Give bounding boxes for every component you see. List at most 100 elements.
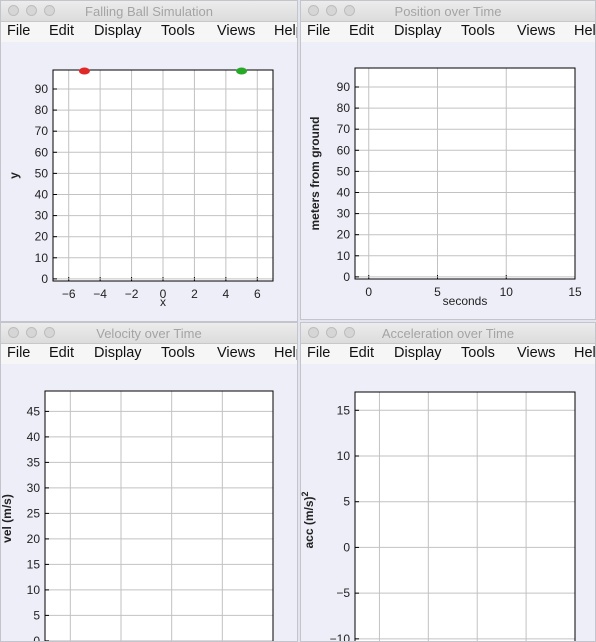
close-window-button[interactable] — [8, 327, 19, 338]
menu-help[interactable]: Help — [574, 23, 596, 39]
x-axis-label: seconds — [443, 294, 488, 308]
velocity-chart: 02468051015202530354045secondsvel (m/s) — [0, 390, 274, 641]
y-tick-label: 10 — [27, 583, 41, 597]
menu-bar: File Edit Display Tools Views Help — [1, 344, 297, 364]
x-tick-label: 5 — [434, 285, 441, 299]
y-tick-label: 50 — [337, 164, 351, 178]
menu-views[interactable]: Views — [517, 345, 556, 361]
y-tick-label: 10 — [337, 449, 351, 463]
y-tick-label: −5 — [336, 586, 350, 600]
plot-frame — [44, 390, 274, 641]
menu-display[interactable]: Display — [394, 345, 442, 361]
x-tick-label: −4 — [93, 287, 107, 301]
menu-edit[interactable]: Edit — [49, 345, 74, 361]
menu-display[interactable]: Display — [94, 23, 142, 39]
minimize-window-button[interactable] — [26, 327, 37, 338]
zoom-window-button[interactable] — [44, 5, 55, 16]
menu-views[interactable]: Views — [517, 23, 556, 39]
window-controls — [8, 5, 55, 16]
menu-help[interactable]: Help — [274, 345, 297, 361]
y-axis-label-text: meters from ground — [308, 116, 322, 230]
x-tick-label: 6 — [254, 287, 261, 301]
x-tick-label: 4 — [223, 287, 230, 301]
y-tick-label: 15 — [337, 403, 351, 417]
x-tick-label: 2 — [191, 287, 198, 301]
menu-file[interactable]: File — [7, 23, 31, 39]
falling-ball-simulation-window: Falling Ball Simulation File Edit Display T… — [0, 0, 298, 322]
title-bar[interactable]: Position over Time — [301, 1, 595, 22]
menu-bar: File Edit Display Tools Views Help — [1, 22, 297, 42]
plot-frame — [354, 67, 576, 280]
plot-area: −6 −4 −2 0 2 4 6 0 10 20 30 40 50 60 70 80 90 x y — [1, 43, 297, 321]
menu-display[interactable]: Display — [94, 345, 142, 361]
y-tick-label: 20 — [27, 532, 41, 546]
menu-tools[interactable]: Tools — [161, 345, 195, 361]
x-tick-label: 0 — [160, 287, 167, 301]
y-tick-label: 80 — [337, 101, 351, 115]
y-tick-label: 25 — [27, 506, 41, 520]
title-bar[interactable]: Acceleration over Time — [301, 323, 595, 344]
y-axis-label: y — [7, 172, 21, 179]
menu-help[interactable]: Help — [574, 345, 596, 361]
acceleration-over-time-window: Acceleration over Time File Edit Display To… — [300, 322, 596, 642]
velocity-over-time-window: Velocity over Time File Edit Display Tools V… — [0, 322, 298, 642]
menu-file[interactable]: File — [307, 23, 331, 39]
menu-file[interactable]: File — [7, 345, 31, 361]
menu-file[interactable]: File — [307, 345, 331, 361]
window-controls — [308, 5, 355, 16]
plot-background — [355, 392, 575, 641]
title-bar[interactable]: Velocity over Time — [1, 323, 297, 344]
y-tick-label: 90 — [337, 80, 351, 94]
close-window-button[interactable] — [308, 5, 319, 16]
x-tick-label: −2 — [125, 287, 139, 301]
menu-edit[interactable]: Edit — [49, 23, 74, 39]
menu-help[interactable]: Help — [274, 23, 297, 39]
y-tick-label: 20 — [337, 228, 351, 242]
position-over-time-window: Position over Time File Edit Display Tools V… — [300, 0, 596, 320]
plot-frame — [354, 391, 576, 641]
y-tick-label: 90 — [35, 82, 49, 96]
y-tick-label: 60 — [337, 143, 351, 157]
close-window-button[interactable] — [8, 5, 19, 16]
y-tick-label: 15 — [27, 557, 41, 571]
x-tick-label: −6 — [62, 287, 76, 301]
y-axis-label-text: y — [7, 172, 21, 179]
x-tick-label: 15 — [568, 285, 582, 299]
y-tick-label: 0 — [41, 272, 48, 286]
zoom-window-button[interactable] — [344, 5, 355, 16]
window-controls — [308, 327, 355, 338]
title-bar[interactable]: Falling Ball Simulation — [1, 1, 297, 22]
y-tick-label: 30 — [35, 209, 49, 223]
data-point — [236, 67, 248, 75]
plot-background — [355, 68, 575, 279]
menu-views[interactable]: Views — [217, 345, 256, 361]
y-tick-label: 40 — [337, 185, 351, 199]
menu-tools[interactable]: Tools — [161, 23, 195, 39]
minimize-window-button[interactable] — [326, 327, 337, 338]
y-tick-label: 60 — [35, 145, 49, 159]
x-axis-label: x — [160, 295, 166, 309]
y-tick-label: 70 — [35, 124, 49, 138]
minimize-window-button[interactable] — [326, 5, 337, 16]
menu-views[interactable]: Views — [217, 23, 256, 39]
close-window-button[interactable] — [308, 327, 319, 338]
plot-background — [45, 391, 273, 641]
zoom-window-button[interactable] — [344, 327, 355, 338]
menu-edit[interactable]: Edit — [349, 345, 374, 361]
zoom-window-button[interactable] — [44, 327, 55, 338]
minimize-window-button[interactable] — [26, 5, 37, 16]
menu-edit[interactable]: Edit — [349, 23, 374, 39]
y-tick-label: 5 — [33, 608, 40, 622]
window-controls — [8, 327, 55, 338]
menu-display[interactable]: Display — [394, 23, 442, 39]
window-title: Acceleration over Time — [381, 326, 515, 341]
y-axis-label-text: acc (m/s) — [302, 496, 316, 548]
menu-tools[interactable]: Tools — [461, 23, 495, 39]
plot-area: 02468−10−5051015secondsacc (m/s)2 — [301, 365, 595, 641]
y-axis-label-text: vel (m/s) — [0, 494, 14, 543]
y-axis-label-superscript: 2 — [300, 491, 310, 496]
y-tick-label: 45 — [27, 404, 41, 418]
x-tick-label: 0 — [365, 285, 372, 299]
menu-tools[interactable]: Tools — [461, 345, 495, 361]
window-title: Falling Ball Simulation — [85, 4, 213, 19]
